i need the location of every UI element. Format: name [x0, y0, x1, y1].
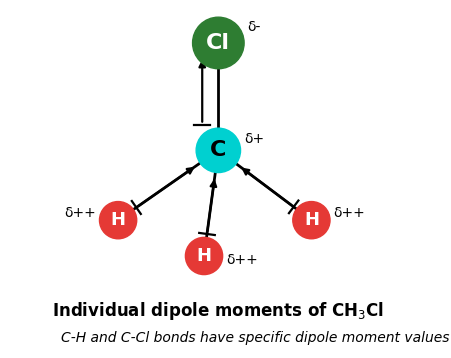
Text: δ++: δ++: [64, 206, 96, 220]
Text: H: H: [197, 247, 212, 265]
Circle shape: [185, 237, 223, 275]
Text: δ++: δ++: [334, 206, 365, 220]
Text: H: H: [110, 211, 125, 229]
Circle shape: [196, 128, 240, 173]
Text: Cl: Cl: [207, 33, 230, 53]
Text: δ++: δ++: [226, 252, 258, 267]
Circle shape: [100, 202, 137, 239]
Text: C: C: [210, 140, 226, 160]
Text: δ-: δ-: [248, 20, 261, 34]
Circle shape: [293, 202, 330, 239]
Circle shape: [193, 17, 244, 69]
Text: δ+: δ+: [244, 132, 264, 146]
Text: Individual dipole moments of CH$_3$Cl: Individual dipole moments of CH$_3$Cl: [52, 300, 384, 323]
Text: H: H: [304, 211, 319, 229]
Text: C-H and C-Cl bonds have specific dipole moment values: C-H and C-Cl bonds have specific dipole …: [61, 331, 449, 345]
